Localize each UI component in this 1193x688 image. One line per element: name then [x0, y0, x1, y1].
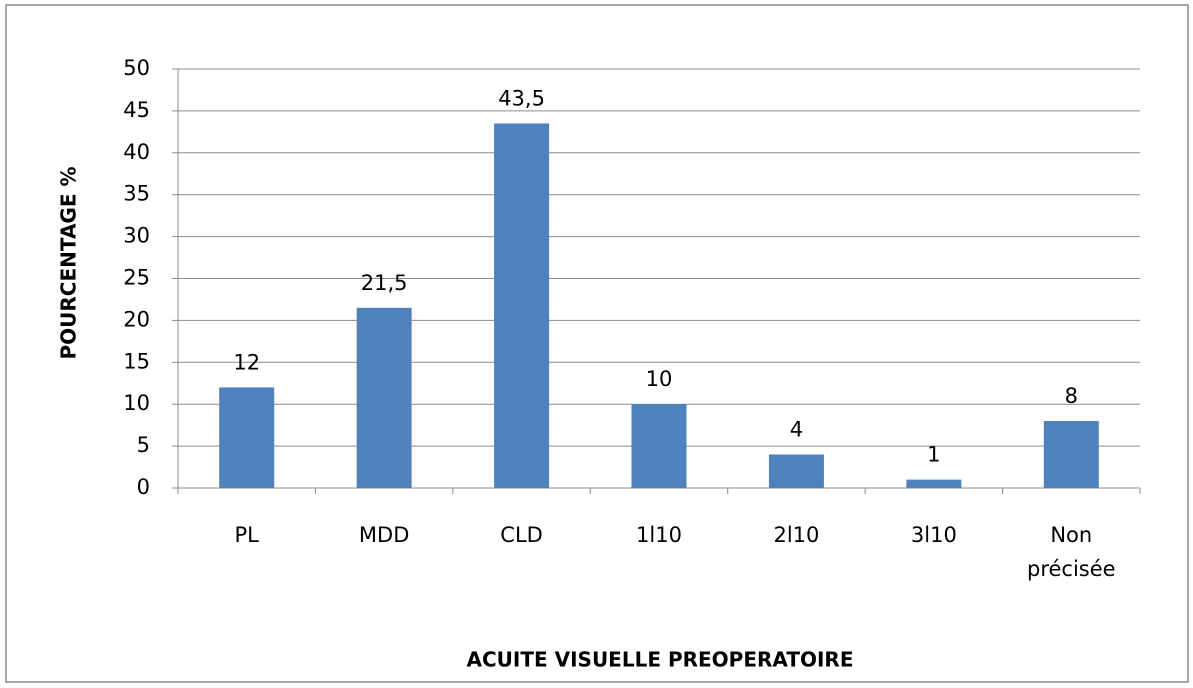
y-tick-label: 10 — [123, 391, 150, 415]
value-label: 8 — [1065, 384, 1078, 408]
y-tick-label: 40 — [123, 140, 150, 164]
value-label: 4 — [790, 417, 803, 441]
x-tick-label: MDD — [359, 523, 409, 547]
y-axis-title: POURCENTAGE % — [57, 166, 81, 359]
y-tick-label: 30 — [123, 224, 150, 248]
value-label: 21,5 — [361, 271, 408, 295]
x-tick-label: CLD — [500, 523, 543, 547]
x-tick-label: 3l10 — [911, 523, 957, 547]
bar — [219, 387, 275, 488]
y-tick-label: 0 — [137, 475, 150, 499]
y-tick-label: 5 — [137, 433, 150, 457]
bar — [494, 123, 550, 488]
bar — [768, 454, 824, 488]
y-tick-label: 25 — [123, 266, 150, 290]
bar — [906, 479, 962, 488]
x-tick-label: 1l10 — [636, 523, 682, 547]
x-tick-label: Non précisée — [1027, 523, 1116, 581]
x-axis-title: ACUITE VISUELLE PREOPERATOIRE — [467, 648, 854, 672]
value-label: 1 — [927, 443, 940, 467]
y-tick-label: 45 — [123, 98, 150, 122]
bar — [1043, 420, 1099, 488]
x-tick-label: PL — [235, 523, 260, 547]
value-label: 43,5 — [498, 86, 545, 110]
y-tick-label: 35 — [123, 182, 150, 206]
x-tick-label: 2l10 — [773, 523, 819, 547]
bar — [356, 307, 412, 488]
y-tick-label: 50 — [123, 56, 150, 80]
value-label: 10 — [646, 367, 673, 391]
y-tick-label: 20 — [123, 307, 150, 331]
bar — [631, 404, 687, 488]
chart-frame — [5, 4, 1189, 683]
value-label: 12 — [233, 350, 260, 374]
y-tick-label: 15 — [123, 349, 150, 373]
